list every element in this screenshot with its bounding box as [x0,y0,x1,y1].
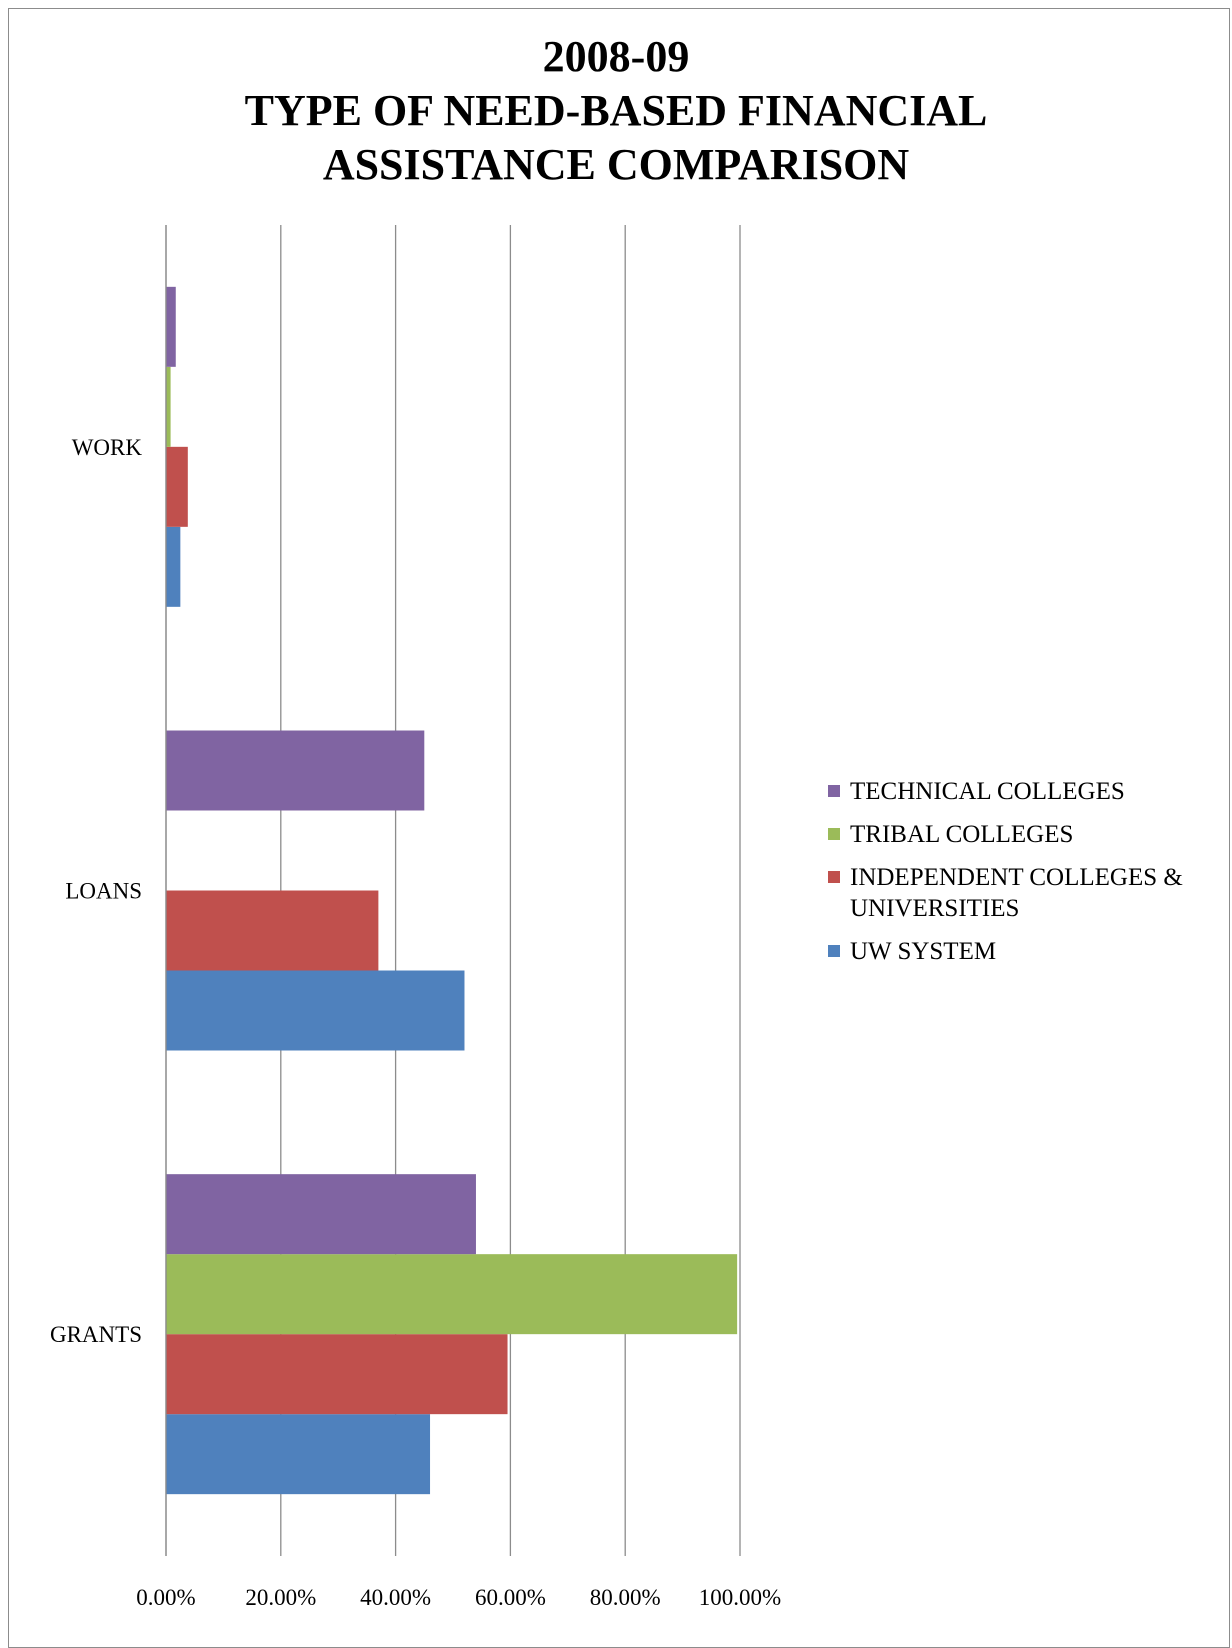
legend-swatch [828,785,840,797]
chart-title: 2008-09 TYPE OF NEED-BASED FINANCIAL ASS… [0,30,1232,192]
bar-tribal-colleges-grants [166,1254,738,1335]
legend-label: UW SYSTEM [850,938,997,965]
x-tick-label: 60.00% [475,1585,546,1610]
bar-uw-system-work [166,526,181,607]
x-tick-label: 100.00% [699,1585,781,1610]
legend-swatch [828,945,840,957]
legend-swatch [828,828,840,840]
bar-independent-colleges-universities-grants [166,1334,508,1415]
bar-technical-colleges-work [166,286,176,367]
y-category-label: LOANS [65,879,142,904]
legend-label: TECHNICAL COLLEGES [850,778,1125,805]
chart-title-line-2: TYPE OF NEED-BASED FINANCIAL [244,86,988,135]
legend-swatch [828,871,840,883]
x-tick-label: 0.00% [136,1585,195,1610]
legend-label: INDEPENDENT COLLEGES & UNIVERSITIES [850,864,1183,922]
x-tick-label: 20.00% [245,1585,316,1610]
bar-independent-colleges-universities-work [166,446,188,527]
chart-legend: TECHNICAL COLLEGES TRIBAL COLLEGES INDEPEN… [828,776,1228,979]
legend-item: TRIBAL COLLEGES [828,819,1228,850]
y-category-label: WORK [72,435,143,460]
legend-label: TRIBAL COLLEGES [850,821,1074,848]
legend-item: TECHNICAL COLLEGES [828,776,1228,807]
bar-technical-colleges-grants [166,1174,476,1255]
x-tick-label: 80.00% [590,1585,661,1610]
bar-independent-colleges-universities-loans [166,890,379,971]
bar-uw-system-loans [166,970,465,1051]
bar-technical-colleges-loans [166,730,425,811]
chart-title-line-3: ASSISTANCE COMPARISON [322,140,910,189]
y-category-label: GRANTS [50,1322,142,1347]
legend-item: UW SYSTEM [828,936,1228,967]
bar-tribal-colleges-work [166,366,171,447]
chart-title-line-1: 2008-09 [542,32,690,81]
bar-uw-system-grants [166,1414,431,1495]
x-tick-label: 40.00% [360,1585,431,1610]
legend-item: INDEPENDENT COLLEGES & UNIVERSITIES [828,862,1228,924]
